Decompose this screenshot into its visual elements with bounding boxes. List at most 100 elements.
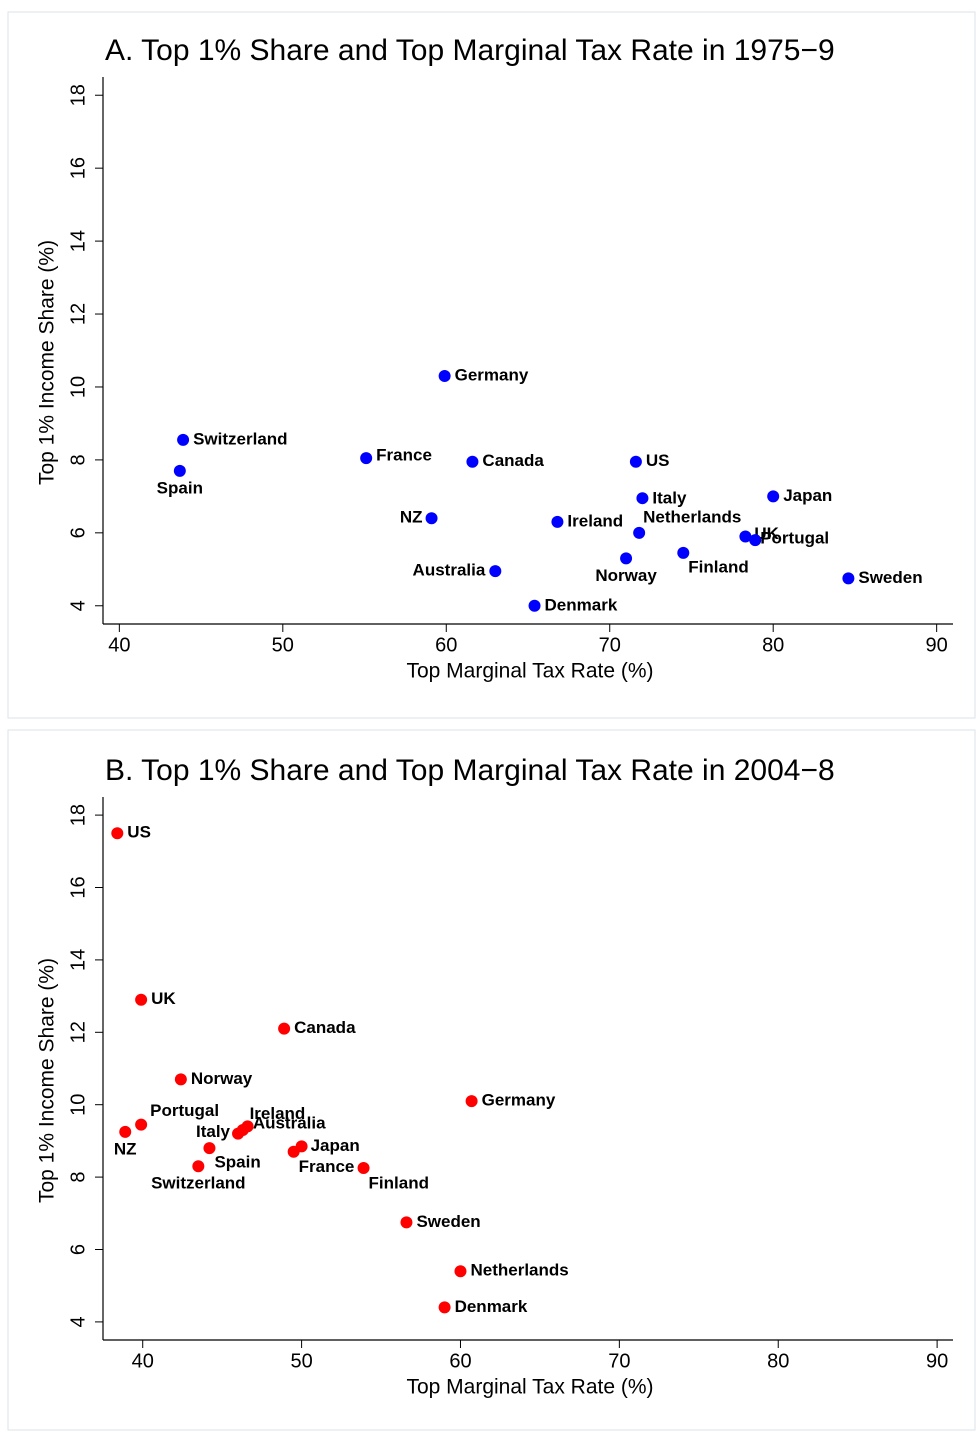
point-label: Spain <box>214 1153 260 1172</box>
point-label: Denmark <box>455 1297 528 1316</box>
y-tick-label: 6 <box>67 527 89 538</box>
point <box>677 546 690 559</box>
point <box>466 455 479 468</box>
point <box>489 565 502 578</box>
point-label: Italy <box>196 1122 231 1141</box>
x-tick-label: 60 <box>449 1350 471 1372</box>
x-axis-title: Top Marginal Tax Rate (%) <box>406 1376 653 1399</box>
chart-title: B. Top 1% Share and Top Marginal Tax Rat… <box>105 754 835 787</box>
point <box>278 1022 291 1035</box>
point-label: Norway <box>595 566 657 585</box>
point <box>192 1160 205 1173</box>
point-label: Australia <box>253 1114 326 1133</box>
point-label: Sweden <box>858 568 922 587</box>
x-tick-label: 90 <box>926 634 948 656</box>
y-tick-label: 4 <box>67 600 89 611</box>
point-label: Ireland <box>250 1104 306 1123</box>
point <box>620 552 633 565</box>
point <box>636 492 649 505</box>
point <box>135 993 148 1006</box>
y-tick-label: 8 <box>67 1172 89 1183</box>
point-label: Netherlands <box>470 1261 568 1280</box>
x-axis-title: Top Marginal Tax Rate (%) <box>406 660 653 683</box>
y-tick-label: 14 <box>67 949 89 971</box>
point-label: Netherlands <box>643 507 741 526</box>
x-tick-label: 50 <box>272 634 294 656</box>
point <box>357 1162 370 1175</box>
point <box>425 512 438 525</box>
point <box>203 1142 216 1155</box>
y-tick-label: 18 <box>67 804 89 826</box>
point-label: Japan <box>311 1136 360 1155</box>
point <box>767 490 780 503</box>
point-label: Finland <box>369 1174 429 1193</box>
point <box>454 1265 467 1278</box>
point-label: US <box>127 823 151 842</box>
point <box>438 1301 451 1314</box>
point <box>360 452 373 465</box>
x-tick-label: 80 <box>762 634 784 656</box>
point-label: UK <box>151 989 176 1008</box>
point-label: Ireland <box>567 511 623 530</box>
chart-title: A. Top 1% Share and Top Marginal Tax Rat… <box>105 34 835 67</box>
y-tick-label: 16 <box>67 876 89 898</box>
point <box>633 526 646 539</box>
y-tick-label: 12 <box>67 303 89 325</box>
point <box>465 1095 478 1108</box>
x-tick-label: 90 <box>926 1350 948 1372</box>
point-label: Sweden <box>416 1212 480 1231</box>
panel-frame <box>7 729 976 1431</box>
point-label: Germany <box>482 1091 556 1110</box>
point <box>551 515 564 528</box>
point <box>528 599 541 612</box>
x-tick-label: 60 <box>435 634 457 656</box>
x-tick-label: 80 <box>767 1350 789 1372</box>
point <box>174 1073 187 1086</box>
point-label: Japan <box>783 486 832 505</box>
y-tick-label: 18 <box>67 84 89 106</box>
point-label: Finland <box>688 557 748 576</box>
point-label: Germany <box>455 366 529 385</box>
x-tick-label: 50 <box>290 1350 312 1372</box>
point-label: Australia <box>413 561 486 580</box>
point-label: Denmark <box>545 595 618 614</box>
y-tick-label: 6 <box>67 1244 89 1255</box>
point-label: Portugal <box>150 1101 219 1120</box>
point-label: France <box>299 1157 355 1176</box>
point <box>438 370 451 383</box>
point <box>241 1120 254 1133</box>
point <box>842 572 855 585</box>
point <box>739 530 752 543</box>
y-tick-label: 14 <box>67 230 89 252</box>
point-label: NZ <box>400 508 423 527</box>
point <box>287 1145 300 1158</box>
point-label: Norway <box>191 1069 253 1088</box>
point <box>400 1216 413 1229</box>
point <box>629 455 642 468</box>
point-label: NZ <box>114 1139 137 1158</box>
point <box>749 534 762 547</box>
point-label: France <box>376 446 432 465</box>
point-label: Canada <box>482 451 544 470</box>
point <box>111 827 124 840</box>
y-axis-title: Top 1% Income Share (%) <box>36 958 59 1203</box>
point-label: US <box>646 451 670 470</box>
panel-frame <box>7 11 976 719</box>
y-tick-label: 10 <box>67 376 89 398</box>
y-tick-label: 12 <box>67 1021 89 1043</box>
point-label: Spain <box>157 478 203 497</box>
point-label: Switzerland <box>151 1174 245 1193</box>
point-label: Switzerland <box>193 429 287 448</box>
y-axis-title: Top 1% Income Share (%) <box>36 240 59 485</box>
point-label: Portugal <box>760 529 829 548</box>
y-tick-label: 8 <box>67 454 89 465</box>
point <box>177 433 190 446</box>
x-tick-label: 40 <box>108 634 130 656</box>
y-tick-label: 16 <box>67 157 89 179</box>
y-tick-label: 10 <box>67 1094 89 1116</box>
point-label: Canada <box>294 1018 356 1037</box>
point <box>135 1118 148 1131</box>
x-tick-label: 70 <box>608 1350 630 1372</box>
